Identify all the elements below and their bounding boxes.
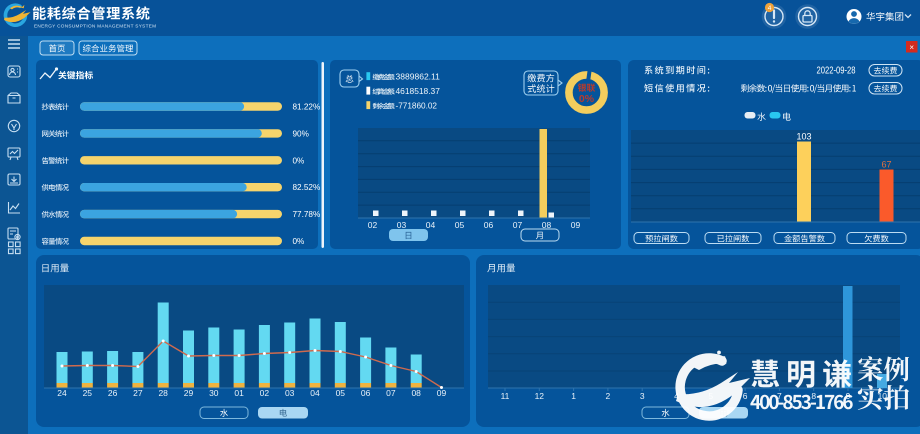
svg-text:×: ×	[909, 43, 914, 52]
svg-text:67: 67	[881, 160, 891, 170]
svg-text:01: 01	[234, 388, 244, 398]
svg-text:08: 08	[411, 388, 421, 398]
svg-text:81.22%: 81.22%	[293, 103, 321, 112]
svg-text:03: 03	[285, 388, 295, 398]
svg-text:11: 11	[501, 391, 510, 401]
svg-text:0%: 0%	[293, 237, 305, 246]
svg-text:1: 1	[571, 391, 576, 401]
svg-text:77.78%: 77.78%	[293, 210, 321, 219]
svg-text:05: 05	[336, 388, 346, 398]
svg-text:09: 09	[571, 220, 581, 230]
svg-text:103: 103	[796, 132, 811, 142]
svg-text:29: 29	[184, 388, 194, 398]
svg-text:90%: 90%	[293, 129, 309, 138]
svg-text:07: 07	[386, 388, 396, 398]
svg-text:4618518.37: 4618518.37	[396, 86, 441, 96]
svg-text:82.52%: 82.52%	[293, 183, 321, 192]
svg-text:0%: 0%	[293, 156, 305, 165]
svg-text:2022-09-28: 2022-09-28	[817, 65, 856, 77]
svg-text:26: 26	[108, 388, 118, 398]
svg-text:06: 06	[484, 220, 494, 230]
svg-text:-771860.02: -771860.02	[396, 101, 438, 111]
svg-text:09: 09	[437, 388, 447, 398]
svg-text:ENERGY CONSUMPTION MANAGEMENT: ENERGY CONSUMPTION MANAGEMENT SYSTEM	[34, 24, 156, 29]
svg-text:02: 02	[368, 220, 378, 230]
svg-text:4: 4	[768, 5, 772, 12]
svg-text:0%: 0%	[579, 93, 595, 105]
svg-text:02: 02	[260, 388, 270, 398]
svg-text:04: 04	[310, 388, 320, 398]
svg-text:8: 8	[811, 391, 816, 401]
svg-text:2: 2	[606, 391, 611, 401]
svg-text:27: 27	[133, 388, 143, 398]
svg-text:08: 08	[542, 220, 552, 230]
svg-text:6: 6	[743, 391, 748, 401]
svg-text:24: 24	[57, 388, 67, 398]
svg-text:25: 25	[83, 388, 93, 398]
svg-text:06: 06	[361, 388, 371, 398]
svg-text:3: 3	[640, 391, 645, 401]
svg-text:05: 05	[455, 220, 465, 230]
svg-text:3889862.11: 3889862.11	[396, 72, 441, 82]
svg-text:04: 04	[426, 220, 436, 230]
svg-text:28: 28	[158, 388, 168, 398]
svg-text:7: 7	[777, 391, 782, 401]
svg-text:10: 10	[878, 391, 888, 401]
svg-text:07: 07	[513, 220, 523, 230]
svg-text:12: 12	[535, 391, 545, 401]
svg-text:03: 03	[397, 220, 407, 230]
svg-text:30: 30	[209, 388, 219, 398]
